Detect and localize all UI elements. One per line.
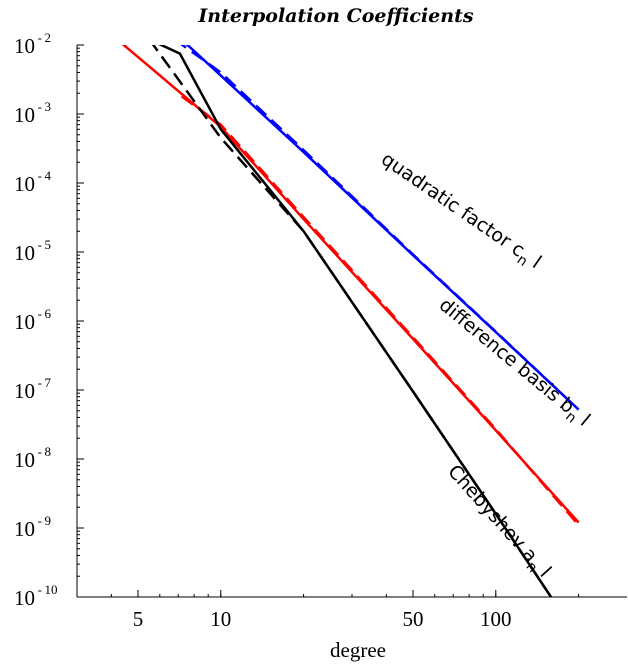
annotations: quadratic factor cn l difference basis bn… (375, 148, 594, 584)
series-line-6 (151, 45, 553, 597)
y-tick-label: 10 - 6 (14, 306, 52, 334)
chart-title: Interpolation Coefficients (197, 5, 473, 27)
y-tick-label: 10 - 10 (14, 582, 58, 610)
x-tick-label: 10 (210, 607, 231, 631)
series-line-2 (180, 45, 580, 411)
series-line-4 (180, 95, 580, 526)
x-tick-label: 100 (480, 607, 512, 631)
y-tick-label: 10 - 8 (14, 444, 51, 472)
x-tick-label: 50 (403, 607, 424, 631)
y-tick-label: 10 - 7 (14, 375, 52, 403)
y-tick-label: 10 - 4 (14, 168, 52, 196)
y-tick-label: 10 - 9 (14, 513, 51, 541)
series-line-3 (121, 45, 580, 524)
y-tick-label: 10 - 2 (14, 30, 51, 58)
x-tick-label: 5 (133, 607, 144, 631)
y-tick-label: 10 - 5 (14, 237, 51, 265)
curve-label-2: difference basis bn l (432, 294, 594, 434)
axes: 10 - 2 10 - 3 10 - 4 10 - 5 10 - 6 10 - 7 10 -… (14, 30, 627, 631)
series-group (121, 45, 580, 597)
curve-label-1: quadratic factor cn l (375, 148, 545, 276)
y-tick-label: 10 - 3 (14, 99, 51, 127)
x-axis-label: degree (330, 638, 386, 662)
